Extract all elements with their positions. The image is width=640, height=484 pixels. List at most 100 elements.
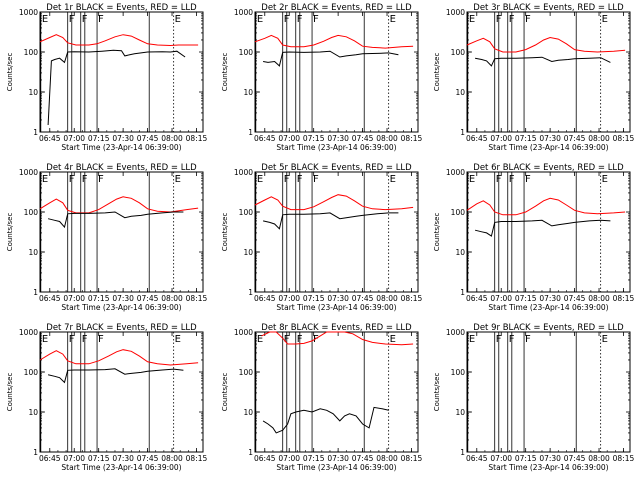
x-tick-label: 07:15 [515,454,537,463]
x-axis-label: Start Time (23-Apr-14 06:39:00) [61,463,181,472]
x-tick-label: 07:30 [539,134,561,143]
panel-title: Det 8r BLACK = Events, RED = LLD [261,323,412,333]
y-tick-label: 1000 [446,168,465,177]
y-tick-label: 100 [451,48,466,57]
y-tick-label: 10 [455,248,465,257]
y-tick-label: 100 [24,208,39,217]
marker-label: E [602,174,608,185]
x-tick-label: 06:45 [39,134,61,143]
x-tick-label: 07:15 [515,134,537,143]
plot-frame [466,11,631,133]
x-tick-label: 08:15 [613,294,635,303]
panel-8: Det 8r BLACK = Events, RED = LLD 1 10 100 10… [221,323,423,472]
x-tick-label: 07:15 [303,294,325,303]
series-lld-line [39,196,199,214]
x-tick-label: 08:15 [401,454,423,463]
x-tick-label: 07:00 [278,454,300,463]
x-tick-label: 07:45 [352,454,374,463]
panel-7: Det 7r BLACK = Events, RED = LLD 1 10 100 10… [6,323,208,472]
x-tick-label: 08:00 [588,294,610,303]
y-tick-label: 1000 [234,168,253,177]
x-tick-label: 07:30 [327,294,349,303]
series-events-line [47,368,184,384]
x-tick-label: 07:45 [564,134,586,143]
marker-label: E [390,14,396,25]
series-events-line [475,56,611,67]
x-tick-label: 07:15 [88,294,110,303]
y-axis-label: Counts/sec [6,373,14,412]
series-events-line [262,406,389,434]
x-tick-label: 08:15 [401,134,423,143]
plot-frame [466,331,631,453]
x-tick-label: 07:45 [352,134,374,143]
x-tick-label: 08:00 [161,294,183,303]
x-tick-label: 07:30 [112,134,134,143]
series-events-line [262,212,399,230]
marker-label: E [602,14,608,25]
x-tick-label: 07:00 [63,294,85,303]
x-axis-label: Start Time (23-Apr-14 06:39:00) [61,303,181,312]
x-tick-label: 08:00 [588,134,610,143]
y-tick-label: 10 [28,88,38,97]
marker-label: F [313,14,319,25]
panel-1: Det 1r BLACK = Events, RED = LLD 1 10 100 10… [6,3,208,152]
x-tick-label: 07:45 [564,294,586,303]
y-tick-label: 1 [248,288,253,297]
marker-label: E [602,334,608,345]
y-axis-label: Counts/sec [433,213,441,252]
marker-label: F [98,334,104,345]
x-tick-label: 07:15 [303,134,325,143]
y-tick-label: 100 [24,368,39,377]
x-axis-label: Start Time (23-Apr-14 06:39:00) [488,463,608,472]
y-tick-label: 100 [239,368,254,377]
series-events-line [47,49,186,126]
x-tick-label: 06:45 [254,134,276,143]
y-tick-label: 1000 [446,8,465,17]
y-tick-label: 1 [460,448,465,457]
x-tick-label: 07:00 [63,454,85,463]
y-tick-label: 1 [248,128,253,137]
y-tick-label: 1000 [19,168,38,177]
plot-frame [254,331,419,453]
marker-label: E [257,174,263,185]
y-tick-label: 10 [28,248,38,257]
x-tick-label: 07:15 [515,294,537,303]
x-tick-label: 07:45 [352,294,374,303]
y-tick-label: 10 [243,248,253,257]
x-tick-label: 08:15 [186,294,208,303]
marker-label: F [98,14,104,25]
x-axis-label: Start Time (23-Apr-14 06:39:00) [488,303,608,312]
series-lld-line [39,34,199,47]
marker-label: E [390,334,396,345]
x-tick-label: 08:15 [186,134,208,143]
x-tick-label: 06:45 [39,294,61,303]
panel-3: Det 3r BLACK = Events, RED = LLD 1 10 100 10… [433,3,635,152]
y-tick-label: 1000 [234,8,253,17]
panel-5: Det 5r BLACK = Events, RED = LLD 1 10 100 10… [221,163,423,312]
y-tick-label: 1 [248,448,253,457]
marker-label: F [525,174,531,185]
y-tick-label: 10 [243,408,253,417]
panel-6: Det 6r BLACK = Events, RED = LLD 1 10 100 10… [433,163,635,312]
x-tick-label: 07:00 [490,454,512,463]
series-lld-line [254,34,414,49]
y-tick-label: 100 [239,48,254,57]
panel-9: Det 9r BLACK = Events, RED = LLD 1 10 100 10… [433,323,635,472]
y-tick-label: 1000 [446,328,465,337]
marker-label: F [313,174,319,185]
x-tick-label: 08:00 [376,134,398,143]
marker-label: E [175,334,181,345]
y-axis-label: Counts/sec [221,53,229,92]
x-tick-label: 08:15 [613,454,635,463]
panel-title: Det 3r BLACK = Events, RED = LLD [473,3,624,13]
y-tick-label: 1 [33,128,38,137]
marker-label: E [42,14,48,25]
marker-label: F [525,14,531,25]
x-tick-label: 07:00 [278,134,300,143]
y-tick-label: 1 [33,448,38,457]
x-tick-label: 07:45 [564,454,586,463]
y-axis-label: Counts/sec [433,373,441,412]
marker-label: E [42,174,48,185]
series-lld-line [254,194,414,211]
